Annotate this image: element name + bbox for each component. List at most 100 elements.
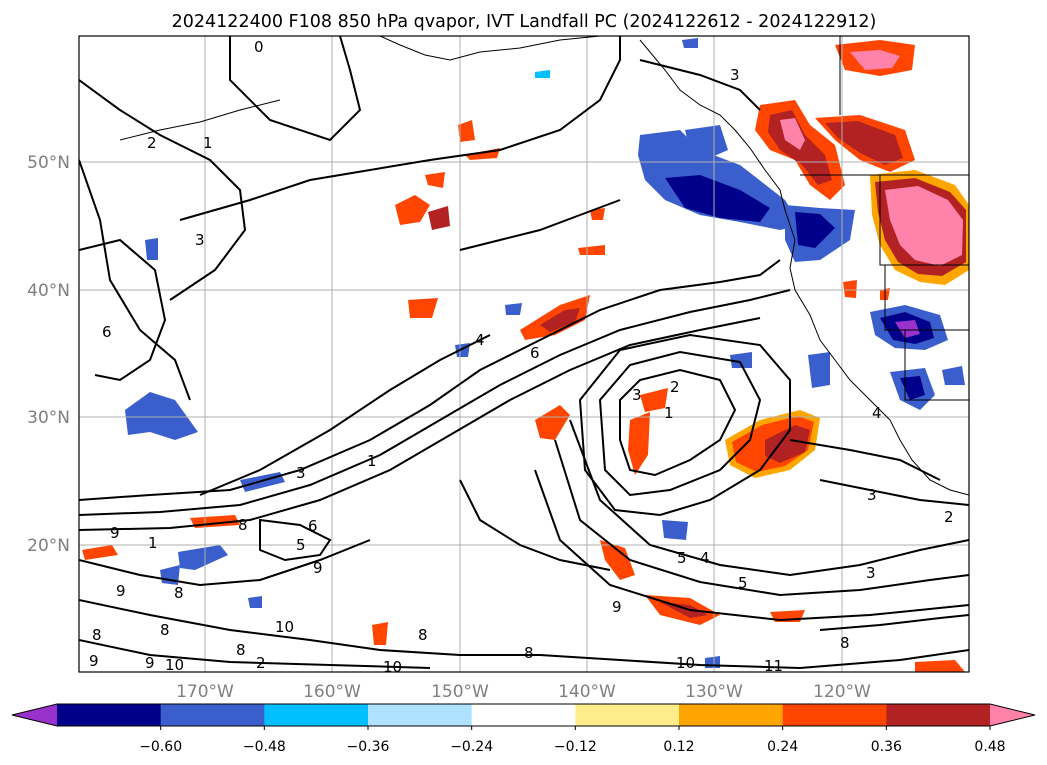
negative-anomaly-patch	[808, 352, 830, 388]
contour-label: 10	[275, 618, 294, 636]
lon-label: 150°W	[431, 682, 489, 702]
contour-line	[534, 469, 969, 622]
longitude-labels: 170°W 160°W 150°W 140°W 130°W 120°W	[176, 682, 871, 702]
colorbar-tick-label: −0.60	[139, 739, 182, 755]
lon-label: 170°W	[176, 682, 234, 702]
contour-line	[569, 419, 969, 577]
negative-anomaly-patch	[145, 238, 158, 260]
contour-line	[259, 518, 332, 562]
colorbar-tick-label: −0.12	[554, 739, 597, 755]
contour-label: 10	[676, 654, 695, 672]
latitude-labels: 50°N 40°N 30°N 20°N	[27, 153, 70, 556]
contour-line	[79, 599, 969, 670]
contour-label: 3	[195, 231, 205, 249]
negative-anomaly-patch	[685, 125, 728, 160]
contour-label: 11	[764, 657, 783, 675]
colorbar-segment	[575, 704, 680, 726]
colorbar-segment	[368, 704, 473, 726]
colorbar-tick-label: 0.48	[974, 739, 1005, 755]
contour-label: 8	[92, 626, 102, 644]
coastlines	[119, 36, 969, 496]
negative-anomaly-patch	[178, 545, 228, 570]
coastline-alaska	[379, 36, 601, 61]
negative-anomaly-patch	[795, 212, 835, 248]
map-frame	[78, 35, 970, 673]
contour-label: 4	[872, 404, 882, 422]
positive-anomaly-patch	[372, 622, 388, 645]
negative-anomaly-patch	[682, 38, 698, 48]
colorbar-tick-label: −0.36	[347, 739, 390, 755]
contour-line	[79, 238, 167, 382]
contour-label: 4	[475, 331, 485, 349]
contour-label: 6	[102, 323, 112, 341]
positive-anomaly-patch	[535, 405, 570, 440]
contour-line	[554, 439, 969, 597]
positive-anomaly-patch	[843, 280, 857, 298]
lat-label: 40°N	[27, 281, 70, 301]
contour-label: 9	[89, 652, 99, 670]
negative-anomaly-patches	[125, 38, 965, 668]
lat-label: 50°N	[27, 153, 70, 173]
negative-anomaly-patch	[505, 303, 522, 315]
positive-anomaly-patches	[82, 40, 969, 672]
contour-label: 0	[254, 38, 264, 56]
lon-label: 160°W	[303, 682, 361, 702]
contour-line	[79, 539, 371, 587]
contour-label: 9	[313, 559, 323, 577]
negative-anomaly-patch	[942, 366, 965, 385]
positive-anomaly-patch	[765, 425, 810, 463]
colorbar-tick-label: 0.36	[871, 739, 902, 755]
coastline-aleutians	[119, 99, 281, 141]
positive-anomaly-patch	[850, 50, 900, 70]
negative-anomaly-patch	[895, 320, 920, 338]
colorbar-extend-max	[990, 704, 1035, 726]
contour-label: 2	[670, 378, 680, 396]
colorbar-tick-label: 0.24	[767, 739, 798, 755]
contour-label: 3	[632, 386, 642, 404]
contour-label: 8	[524, 644, 534, 662]
contour-label: 5	[677, 549, 687, 567]
negative-anomaly-patch	[248, 596, 262, 608]
colorbar-segment	[160, 704, 265, 726]
border-state	[884, 265, 969, 331]
contour-label: 2	[147, 134, 157, 152]
contour-line	[79, 259, 781, 501]
colorbar-segment	[264, 704, 369, 726]
border-state	[904, 330, 969, 401]
colorbar-segment	[57, 704, 162, 726]
colorbar-ticks: −0.60 −0.48 −0.36 −0.24 −0.12 0.12 0.24 0.36 0.4…	[139, 726, 1006, 755]
coastline-us-west	[789, 267, 969, 496]
contour-label: 10	[383, 658, 402, 676]
contour-line	[79, 317, 761, 531]
contour-label: 3	[866, 564, 876, 582]
positive-anomaly-patch	[600, 540, 635, 580]
contour-label: 2	[944, 508, 954, 526]
negative-anomaly-patch	[535, 70, 550, 78]
contour-label: 5	[296, 536, 306, 554]
contour-line	[79, 79, 247, 301]
positive-anomaly-patch	[395, 195, 430, 225]
colorbar-extend-min	[12, 704, 57, 726]
contour-label: 3	[296, 464, 306, 482]
colorbar-segment	[886, 704, 991, 726]
lon-label: 120°W	[813, 682, 871, 702]
contour-label: 1	[148, 534, 158, 552]
colorbar: −0.60 −0.48 −0.36 −0.24 −0.12 0.12 0.24 0.36 0.4…	[11, 703, 1036, 755]
positive-anomaly-patch	[825, 121, 903, 165]
colorbar-segments	[12, 704, 1035, 726]
colorbar-tick-label: −0.24	[450, 739, 493, 755]
contour-label: 8	[160, 621, 170, 639]
map-title: 2024122400 F108 850 hPa qvapor, IVT Land…	[172, 12, 877, 32]
lat-label: 30°N	[27, 408, 70, 428]
contour-label: 9	[116, 582, 126, 600]
contour-label: 3	[730, 66, 740, 84]
colorbar-segment	[471, 704, 576, 726]
lat-label: 20°N	[27, 536, 70, 556]
positive-anomaly-patch	[578, 245, 605, 255]
contour-label: 10	[165, 656, 184, 674]
colorbar-tick-label: −0.48	[243, 739, 286, 755]
contour-label: 6	[308, 517, 318, 535]
positive-anomaly-patch	[590, 208, 605, 220]
colorbar-outline	[11, 703, 1036, 727]
contour-label: 3	[867, 486, 877, 504]
